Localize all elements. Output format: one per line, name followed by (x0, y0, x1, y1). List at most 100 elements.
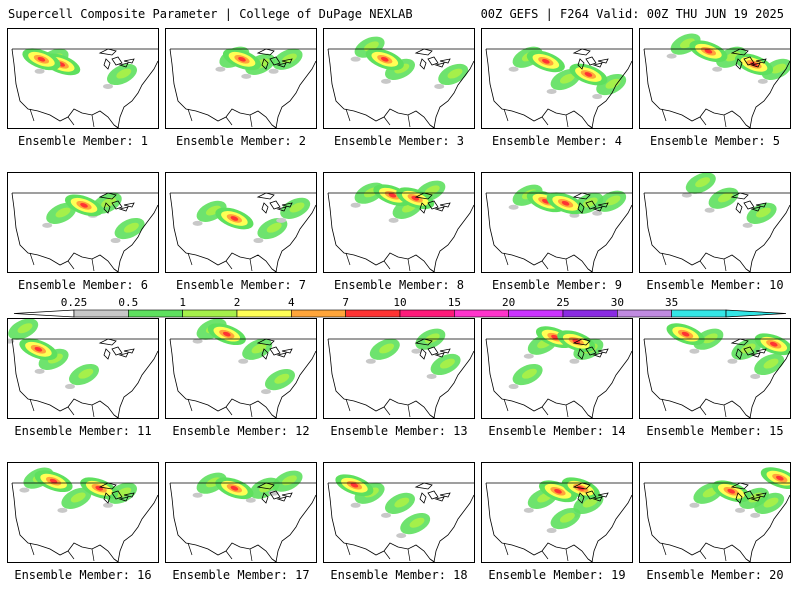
colorbar-segment (291, 309, 346, 318)
ensemble-map-panel (7, 318, 159, 419)
us-border-outline (485, 338, 632, 418)
us-border-outline (327, 338, 474, 418)
map-canvas (327, 36, 474, 128)
us-border-outline (11, 338, 158, 418)
colorbar-segment (508, 309, 564, 318)
ensemble-member-label: Ensemble Member: 4 (491, 134, 623, 148)
map-canvas (11, 192, 158, 272)
colorbar-tick-label: 30 (610, 296, 624, 309)
map-canvas (169, 46, 316, 128)
colorbar-segment (345, 309, 401, 318)
scp-contour-red (584, 72, 593, 77)
ensemble-map-panel (323, 318, 475, 419)
us-border-outline (169, 48, 316, 128)
scp-contour-red (551, 334, 559, 340)
map-canvas (643, 323, 790, 418)
ensemble-member-label: Ensemble Member: 8 (333, 278, 465, 292)
map-canvas (643, 467, 790, 562)
colorbar-tick-label: 10 (393, 296, 407, 309)
map-canvas (485, 477, 632, 562)
colorbar-segment (562, 309, 618, 318)
ensemble-map-panel (639, 462, 791, 563)
us-border-outline (485, 48, 632, 128)
ensemble-map-panel (323, 462, 475, 563)
scp-contour-red (230, 485, 239, 491)
ensemble-map-panel (481, 28, 633, 129)
map-canvas (327, 474, 474, 562)
map-canvas (327, 328, 474, 418)
colorbar-tick-label: 35 (665, 296, 679, 309)
scp-contour-red (776, 475, 784, 481)
scp-contour-red (769, 341, 778, 347)
scp-contour-red (80, 202, 88, 208)
ensemble-map-panel (481, 462, 633, 563)
map-canvas (643, 173, 790, 272)
colorbar-segment (236, 309, 292, 318)
colorbar-tick-label: 15 (447, 296, 461, 309)
scp-contour-red (727, 488, 736, 494)
scp-contour-red (681, 331, 690, 337)
ensemble-member-label: Ensemble Member: 19 (488, 568, 626, 582)
ensemble-member-label: Ensemble Member: 9 (491, 278, 623, 292)
scp-contour-red (238, 56, 246, 62)
colorbar-tick-label: 7 (342, 296, 349, 309)
ensemble-map-panel (639, 172, 791, 273)
ensemble-map-panel (323, 28, 475, 129)
us-border-outline (11, 48, 158, 128)
ensemble-member-label: Ensemble Member: 11 (14, 424, 152, 438)
ensemble-map-panel (7, 28, 159, 129)
ensemble-member-label: Ensemble Member: 12 (172, 424, 310, 438)
scp-contour-red (34, 346, 43, 352)
chart-title: Supercell Composite Parameter | College … (8, 7, 413, 21)
ensemble-map-panel (323, 172, 475, 273)
colorbar-tick-label: 0.25 (60, 296, 88, 309)
scp-contour-red (388, 192, 397, 198)
us-border-outline (327, 48, 474, 128)
ensemble-member-label: Ensemble Member: 5 (649, 134, 781, 148)
scp-contour-red (380, 56, 389, 62)
ensemble-map-panel (165, 28, 317, 129)
map-canvas (169, 470, 316, 562)
model-run-info: 00Z GEFS | F264 Valid: 00Z THU JUN 19 20… (480, 7, 784, 21)
us-border-outline (643, 482, 790, 562)
scp-contour-red (542, 58, 550, 64)
ensemble-member-label: Ensemble Member: 2 (175, 134, 307, 148)
colorbar-segment (454, 309, 509, 318)
ensemble-member-label: Ensemble Member: 15 (646, 424, 784, 438)
ensemble-member-label: Ensemble Member: 18 (330, 568, 468, 582)
map-canvas (11, 48, 158, 128)
ensemble-map-panel (481, 172, 633, 273)
us-border-outline (643, 338, 790, 418)
colorbar-tick-label: 20 (502, 296, 516, 309)
us-border-outline (169, 482, 316, 562)
ensemble-map-panel (639, 318, 791, 419)
ensemble-map-panel (7, 172, 159, 273)
scp-contour-red (350, 482, 359, 488)
colorbar-tick-label: 1 (179, 296, 186, 309)
colorbar-segment (617, 309, 672, 318)
scp-contour-red (561, 200, 570, 206)
us-border-outline (11, 482, 158, 562)
ensemble-map-panel (165, 318, 317, 419)
scp-contour-red (704, 48, 713, 54)
us-border-outline (485, 482, 632, 562)
ensemble-map-panel (165, 172, 317, 273)
ensemble-map-panel (7, 462, 159, 563)
us-border-outline (485, 192, 632, 272)
us-border-outline (169, 192, 316, 272)
ensemble-map-panel (165, 462, 317, 563)
colorbar-tick-label: 25 (556, 296, 570, 309)
map-canvas (327, 180, 474, 272)
map-canvas (485, 184, 632, 272)
ensemble-member-label: Ensemble Member: 7 (175, 278, 307, 292)
colorbar-segment (73, 309, 129, 318)
colorbar-segment (128, 309, 183, 318)
ensemble-member-label: Ensemble Member: 17 (172, 568, 310, 582)
ensemble-member-label: Ensemble Member: 14 (488, 424, 626, 438)
map-canvas (169, 192, 316, 272)
colorbar-tick-label: 4 (288, 296, 295, 309)
us-border-outline (11, 192, 158, 272)
ensemble-map-panel (481, 318, 633, 419)
ensemble-member-label: Ensemble Member: 20 (646, 568, 784, 582)
colorbar-tick-label: 2 (233, 296, 241, 309)
